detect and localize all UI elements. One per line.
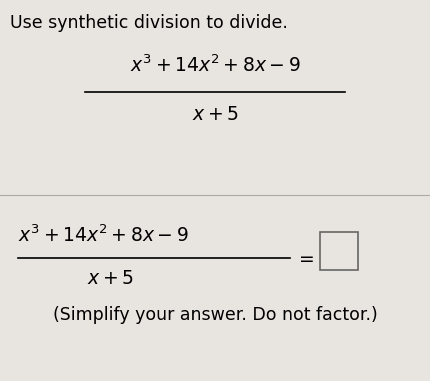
Text: $=$: $=$ [295, 248, 315, 267]
Bar [320, 232, 358, 270]
Text: $x + 5$: $x + 5$ [192, 106, 238, 125]
Text: $x + 5$: $x + 5$ [86, 269, 133, 288]
Text: Use synthetic division to divide.: Use synthetic division to divide. [10, 14, 288, 32]
Text: $x^3 + 14x^2 + 8x - 9$: $x^3 + 14x^2 + 8x - 9$ [18, 224, 189, 246]
Text: $x^3 + 14x^2 + 8x - 9$: $x^3 + 14x^2 + 8x - 9$ [130, 54, 300, 76]
Text: (Simplify your answer. Do not factor.): (Simplify your answer. Do not factor.) [52, 306, 378, 324]
